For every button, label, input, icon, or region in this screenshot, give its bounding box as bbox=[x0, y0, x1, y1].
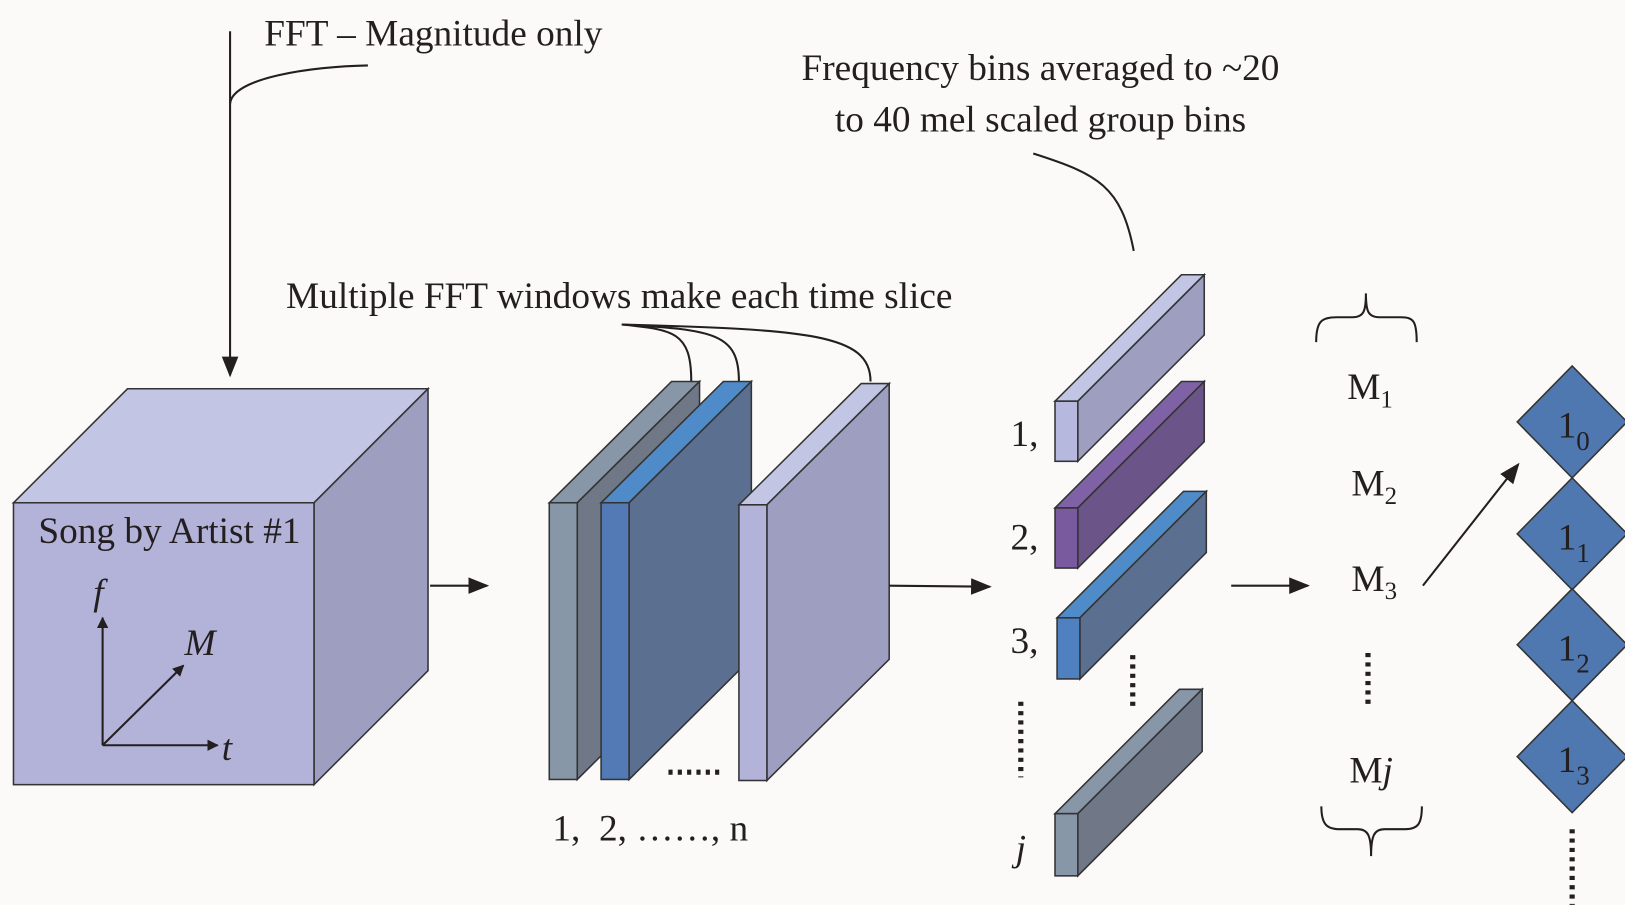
diamond-sub: 3 bbox=[1576, 761, 1589, 791]
diamond-sub: 1 bbox=[1576, 538, 1589, 568]
bins-connector bbox=[1033, 154, 1134, 251]
flow-arrow bbox=[1423, 464, 1518, 585]
mel-base: M bbox=[1351, 559, 1384, 600]
mel-base: M bbox=[1351, 464, 1384, 505]
window-connector bbox=[622, 325, 691, 382]
mel-label: M2 bbox=[1351, 464, 1397, 510]
flow-arrow bbox=[889, 586, 990, 587]
fft-label: FFT – Magnitude only bbox=[264, 14, 602, 55]
mel-base: M bbox=[1349, 751, 1382, 792]
fft-connector bbox=[230, 65, 368, 103]
diagram: FFT – Magnitude only Song by Artist #1 f… bbox=[0, 0, 1625, 905]
slice-label: 1, bbox=[1010, 414, 1038, 455]
brace bbox=[1316, 293, 1417, 342]
diamond-base: 1 bbox=[1558, 405, 1577, 446]
mel-label: Mj bbox=[1349, 751, 1393, 792]
cube bbox=[13, 389, 428, 785]
page: { "annotations": { "fft": "FFT – Magnitu… bbox=[0, 0, 1625, 905]
diamond-sub: 2 bbox=[1576, 649, 1589, 679]
windows-annotation: Multiple FFT windows make each time slic… bbox=[286, 276, 952, 317]
time-slice bbox=[1055, 689, 1202, 876]
slice-label: 2, bbox=[1010, 517, 1038, 558]
diamond-sub: 0 bbox=[1576, 426, 1589, 456]
diamond-base: 1 bbox=[1558, 628, 1577, 669]
mel-sub: 1 bbox=[1380, 386, 1392, 413]
mel-sub: 2 bbox=[1385, 483, 1397, 510]
bins-annotation: to 40 mel scaled group bins bbox=[835, 100, 1246, 141]
brace bbox=[1321, 806, 1422, 856]
cube-label: Song by Artist #1 bbox=[38, 511, 300, 552]
windows-label: 1, 2, ……, n bbox=[552, 809, 748, 850]
mel-sub: 3 bbox=[1385, 578, 1397, 605]
window-connector bbox=[622, 325, 871, 382]
diamond-base: 1 bbox=[1558, 740, 1577, 781]
mel-label: M3 bbox=[1351, 559, 1397, 605]
mel-base: M bbox=[1347, 367, 1380, 408]
slice-label: 3, bbox=[1010, 621, 1038, 662]
bins-annotation: Frequency bins averaged to ~20 bbox=[802, 48, 1280, 89]
axis-label: t bbox=[222, 728, 234, 769]
slice-label: j bbox=[1012, 828, 1026, 869]
mel-label: M1 bbox=[1347, 367, 1393, 413]
diamond-base: 1 bbox=[1558, 517, 1577, 558]
axis-label: M bbox=[183, 623, 217, 664]
window-connector bbox=[622, 325, 739, 382]
fft-window bbox=[739, 384, 889, 781]
